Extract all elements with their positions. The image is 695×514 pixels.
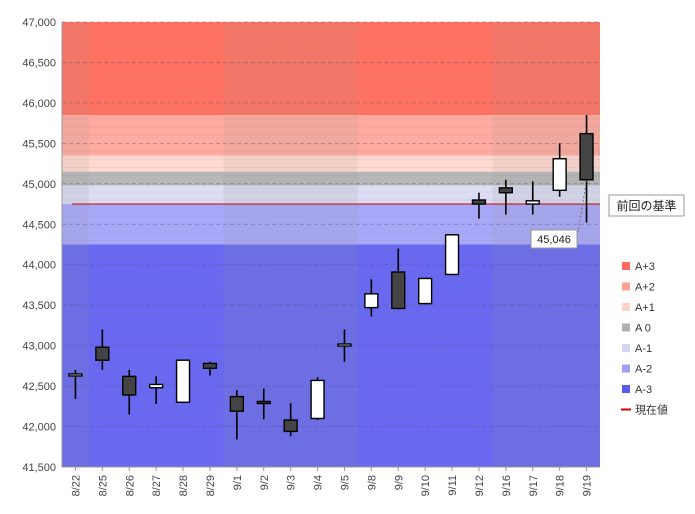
candle-body bbox=[552, 158, 567, 191]
candle-body bbox=[175, 359, 191, 403]
candle-body bbox=[579, 132, 594, 181]
zone-band-3 bbox=[62, 171, 600, 186]
legend-label: A+1 bbox=[635, 302, 655, 314]
x-tick-label: 9/17 bbox=[528, 475, 540, 496]
candle-body bbox=[417, 277, 433, 305]
x-tick-label: 9/10 bbox=[420, 475, 432, 496]
x-tick-label: 9/5 bbox=[339, 475, 351, 490]
x-tick-label: 9/3 bbox=[286, 475, 298, 490]
y-tick-label: 46,000 bbox=[22, 98, 56, 110]
legend-swatch bbox=[622, 323, 630, 332]
y-tick-label: 42,500 bbox=[22, 381, 56, 393]
x-tick-label: 9/18 bbox=[555, 475, 567, 496]
current-value-leader bbox=[577, 180, 587, 233]
legend-swatch bbox=[622, 303, 630, 311]
legend-label: A+3 bbox=[635, 261, 655, 273]
candle-body bbox=[148, 383, 164, 389]
week-shade-1 bbox=[223, 22, 358, 467]
legend: A+3 A+2 A+1 A 0 A-1 A-2 A-3 現在値 bbox=[621, 261, 668, 417]
candle-body bbox=[337, 343, 352, 347]
candle-body bbox=[202, 362, 218, 369]
y-tick-label: 43,500 bbox=[22, 300, 56, 312]
candle-body bbox=[471, 199, 487, 205]
candle-body bbox=[256, 400, 271, 405]
x-tick-label: 8/25 bbox=[97, 475, 109, 496]
x-tick-label: 9/12 bbox=[474, 475, 486, 496]
gridlines bbox=[62, 21, 600, 468]
legend-swatch bbox=[622, 282, 630, 291]
zone-band-1 bbox=[62, 115, 600, 156]
candle-body bbox=[364, 293, 379, 309]
zone-band-6 bbox=[62, 244, 600, 467]
week-shade-dark-0 bbox=[62, 22, 89, 467]
base-label-text: 前回の基準 bbox=[616, 198, 676, 213]
callouts: 前回の基準 45,046 bbox=[530, 180, 685, 249]
zone-band-4 bbox=[62, 185, 600, 205]
legend-swatch bbox=[622, 344, 630, 352]
x-tick-label: 9/19 bbox=[582, 475, 594, 496]
candle-body bbox=[498, 187, 514, 194]
legend-label: 現在値 bbox=[635, 404, 668, 417]
y-tick-label: 44,000 bbox=[22, 260, 56, 272]
y-tick-label: 46,500 bbox=[22, 57, 56, 69]
candles bbox=[68, 115, 594, 440]
legend-swatch bbox=[622, 385, 630, 393]
x-tick-label: 9/8 bbox=[366, 475, 378, 490]
x-tick-label: 8/27 bbox=[151, 475, 163, 496]
candle-body bbox=[68, 373, 83, 377]
legend-label: A+2 bbox=[635, 282, 655, 294]
axes: 41,500 42,000 42,500 43,000 43,500 44,000 44,5… bbox=[22, 17, 600, 496]
x-tick-label: 9/1 bbox=[232, 475, 244, 490]
candle-body bbox=[444, 234, 460, 276]
candle-body bbox=[229, 395, 245, 412]
candle-body bbox=[283, 419, 298, 433]
x-tick-label: 9/16 bbox=[501, 475, 513, 496]
y-tick-label: 41,500 bbox=[22, 462, 56, 474]
y-tick-label: 45,000 bbox=[22, 179, 56, 191]
y-tick-label: 43,000 bbox=[22, 341, 56, 353]
x-tick-label: 8/29 bbox=[205, 475, 217, 496]
x-tick-label: 9/4 bbox=[313, 475, 325, 490]
candle-body bbox=[122, 375, 137, 396]
legend-label: A-3 bbox=[635, 384, 652, 396]
week-shade-dark-1 bbox=[223, 22, 358, 467]
x-tick-label: 9/11 bbox=[447, 475, 459, 496]
x-tick-label: 8/28 bbox=[178, 475, 190, 496]
candle-body bbox=[95, 346, 110, 361]
x-tick-label: 9/9 bbox=[393, 475, 405, 490]
legend-label: A-2 bbox=[635, 364, 652, 376]
zone-band-0 bbox=[62, 22, 600, 116]
x-tick-label: 8/22 bbox=[70, 475, 82, 496]
current-value-box bbox=[530, 229, 578, 249]
zone-band-2 bbox=[62, 155, 600, 172]
legend-label: A 0 bbox=[635, 323, 651, 335]
legend-label: A-1 bbox=[635, 343, 652, 355]
candle-body bbox=[525, 200, 540, 205]
candle-body bbox=[310, 379, 325, 420]
y-tick-label: 45,500 bbox=[22, 138, 56, 150]
candle-body bbox=[391, 271, 406, 310]
x-tick-label: 9/2 bbox=[259, 475, 271, 490]
current-value-text: 45,046 bbox=[537, 234, 571, 246]
legend-swatch bbox=[622, 364, 630, 373]
background-bands bbox=[62, 22, 600, 467]
base-label-box bbox=[608, 194, 685, 217]
x-tick-label: 8/26 bbox=[124, 475, 136, 496]
y-tick-label: 44,500 bbox=[22, 219, 56, 231]
y-tick-label: 47,000 bbox=[22, 17, 56, 29]
legend-swatch bbox=[622, 262, 630, 270]
y-tick-label: 42,000 bbox=[22, 422, 56, 434]
